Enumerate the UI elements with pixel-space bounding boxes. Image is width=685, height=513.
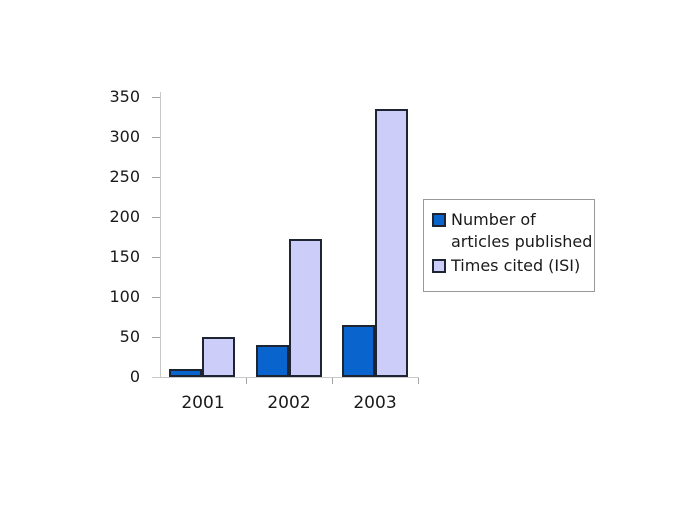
x-axis-tick-mark bbox=[332, 378, 333, 384]
x-axis-label-2002: 2002 bbox=[267, 393, 311, 413]
bar-cited-2001 bbox=[202, 337, 235, 377]
y-axis-tick-label: 100 bbox=[109, 287, 140, 306]
bar-articles-2002 bbox=[256, 345, 289, 377]
bar-articles-2003 bbox=[342, 325, 375, 377]
x-axis-line bbox=[152, 377, 419, 378]
bar-cited-2003 bbox=[375, 109, 408, 377]
x-axis-label-2001: 2001 bbox=[181, 393, 225, 413]
y-axis-tick-label: 300 bbox=[109, 127, 140, 146]
x-axis-tick-mark bbox=[418, 378, 419, 384]
legend-label-cited: Times cited (ISI) bbox=[451, 256, 581, 275]
y-axis-tick-mark bbox=[152, 97, 160, 98]
x-axis-tick-mark bbox=[246, 378, 247, 384]
legend-item-articles: Number of articles published bbox=[432, 209, 594, 253]
legend-label-articles: Number of articles published bbox=[451, 209, 592, 253]
y-axis-tick-label: 250 bbox=[109, 167, 140, 186]
legend-item-cited: Times cited (ISI) bbox=[432, 255, 594, 277]
y-axis-tick-mark bbox=[152, 337, 160, 338]
y-axis-tick-label: 150 bbox=[109, 247, 140, 266]
x-axis-label-2003: 2003 bbox=[353, 393, 397, 413]
y-axis-tick-label: 50 bbox=[119, 327, 140, 346]
plot-area bbox=[160, 97, 418, 377]
y-axis-tick-label: 200 bbox=[109, 207, 140, 226]
legend-swatch-articles bbox=[432, 213, 446, 227]
y-axis-tick-mark bbox=[152, 137, 160, 138]
legend-label-line2: articles published bbox=[451, 232, 593, 251]
legend-box: Number of articles published Times cited … bbox=[423, 199, 595, 292]
bar-articles-2001 bbox=[169, 369, 202, 377]
legend-label-line1: Number of bbox=[451, 210, 536, 229]
y-axis-tick-mark bbox=[152, 297, 160, 298]
y-axis-tick-mark bbox=[152, 177, 160, 178]
bar-cited-2002 bbox=[289, 239, 322, 377]
y-axis-tick-label: 350 bbox=[109, 87, 140, 106]
legend-swatch-cited bbox=[432, 259, 446, 273]
y-axis-tick-mark bbox=[152, 257, 160, 258]
y-axis-tick-mark bbox=[152, 217, 160, 218]
y-axis-line bbox=[160, 92, 161, 378]
y-axis-tick-label: 0 bbox=[129, 367, 140, 386]
